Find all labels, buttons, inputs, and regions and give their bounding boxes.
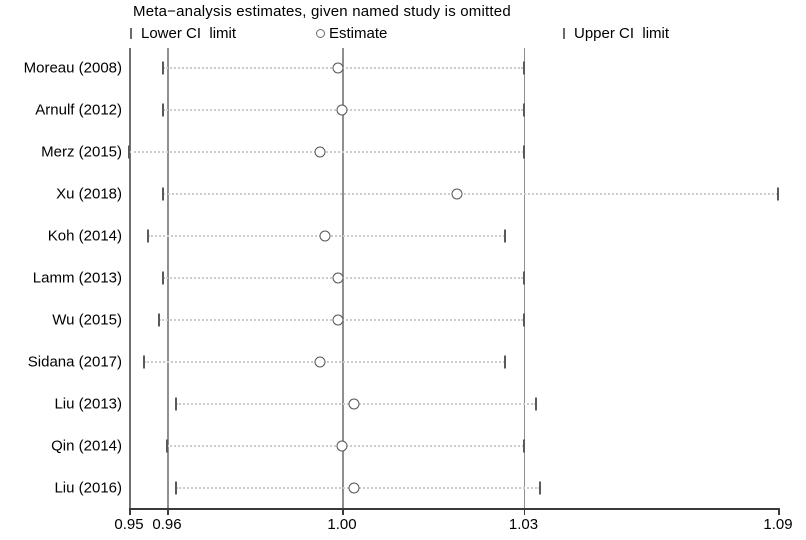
lower-ci-marker [147,229,149,243]
estimate-marker [314,146,326,158]
study-label: Qin (2014) [51,437,122,455]
study-label: Koh (2014) [47,227,122,245]
upper-ci-marker [522,145,525,159]
x-axis-tick [342,508,344,515]
upper-ci-marker [539,481,542,495]
x-axis-tick [778,508,780,515]
x-axis-tick-label: 0.96 [152,516,182,533]
y-axis-frame [129,48,131,508]
lower-ci-marker [162,271,165,285]
x-axis-tick-label: 1.00 [327,516,357,533]
ci-dotted-line [163,277,524,279]
upper-ci-marker [522,103,525,117]
estimate-marker [332,62,344,74]
study-label: Arnulf (2012) [35,101,122,119]
upper-ci-marker [522,439,525,453]
x-axis-tick [129,508,131,515]
legend-estimate-label: Estimate [329,24,388,42]
upper-ci-marker [777,187,779,201]
study-label: Merz (2015) [41,143,122,161]
lower-ci-marker [174,397,177,411]
upper-ci-marker [504,355,507,369]
lower-ci-marker [174,481,177,495]
upper-ci-marker [522,313,525,327]
x-axis-tick [167,508,169,515]
upper-ci-marker [535,397,538,411]
x-axis-tick-label: 0.95 [114,516,144,533]
study-label: Moreau (2008) [23,59,122,77]
estimate-marker [348,398,360,410]
ci-dotted-line [163,67,524,69]
upper-ci-bar-icon [563,27,565,39]
estimate-circle-icon [316,28,325,38]
upper-ci-marker [522,271,525,285]
lower-ci-marker [158,313,161,327]
study-label: Liu (2016) [54,479,122,497]
chart-legend: Lower CI limit Estimate Upper CI limit [0,23,806,43]
lower-ci-marker [162,187,165,201]
estimate-marker [332,314,344,326]
legend-item-upper-ci: Upper CI limit [563,23,669,43]
upper-ci-marker [504,229,507,243]
x-axis-line [129,508,778,510]
estimate-marker [319,230,330,242]
estimate-marker [332,272,344,284]
x-axis-tick-label: 1.09 [763,516,793,533]
study-label: Xu (2018) [56,185,122,203]
x-axis-tick-label: 1.03 [508,516,539,533]
study-label: Liu (2013) [54,395,122,413]
legend-item-lower-ci: Lower CI limit [130,23,236,43]
legend-item-estimate: Estimate [316,23,387,43]
study-label: Wu (2015) [52,311,122,329]
estimate-marker [336,104,348,116]
legend-upper-label: Upper CI limit [574,24,670,42]
lower-ci-marker [143,355,146,369]
lower-ci-marker [162,103,165,117]
estimate-marker [314,356,326,368]
ci-dotted-line [129,151,524,153]
x-axis-tick [523,508,525,515]
lower-ci-marker [128,145,130,159]
study-label: Sidana (2017) [27,353,122,371]
ci-dotted-line [163,193,778,195]
study-label: Lamm (2013) [32,269,122,287]
estimate-marker [451,188,463,200]
estimate-marker [348,482,360,494]
lower-ci-bar-icon [130,27,132,39]
chart-title: Meta−analysis estimates, given named stu… [133,3,511,20]
lower-ci-marker [162,61,165,75]
estimate-marker [336,440,348,452]
upper-ci-marker [522,61,525,75]
lower-ci-marker [166,439,168,453]
legend-lower-label: Lower CI limit [141,24,237,42]
